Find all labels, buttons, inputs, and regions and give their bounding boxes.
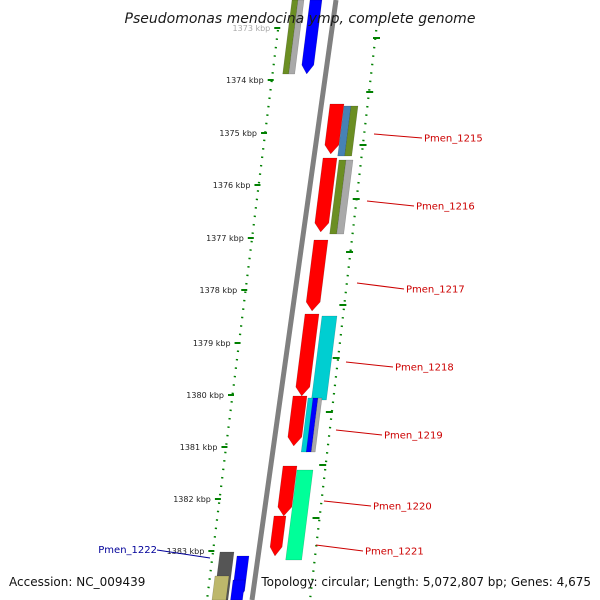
gene-arrow [287,395,308,447]
kbp-tick-label: 1381 kbp [180,443,218,452]
gene-label: Pmen_1217 [406,285,465,296]
gene-label: Pmen_1216 [416,202,475,213]
kbp-ticks: 1373 kbp 1374 kbp 1375 kbp 1376 kbp 1377 kbp… [167,24,380,556]
cog-feature [336,159,354,235]
gene-leader-line [366,200,415,207]
cog-feature [288,0,305,75]
gene-leader-line [356,282,405,290]
kbp-tick-label: 1380 kbp [186,391,224,400]
gene-leader-line [345,361,394,368]
gene-label: Pmen_1222 [98,545,157,556]
backbone-line [249,0,339,600]
gene-label: Pmen_1221 [365,547,424,558]
gene-label: Pmen_1220 [373,502,432,513]
kbp-tick-label: 1377 kbp [206,234,244,243]
gene-leader-line [156,549,211,559]
kbp-tick-label: 1379 kbp [193,339,231,348]
cog-feature [344,105,359,157]
kbp-tick-label: 1383 kbp [167,547,205,556]
gene-leader-line [315,544,364,552]
gene-features [211,0,359,600]
cog-feature [211,575,230,600]
kbp-tick-label: 1378 kbp [200,286,238,295]
gene-arrow [269,515,287,557]
gene-labels: Pmen_1215 Pmen_1216 Pmen_1217 Pmen_1218 Pmen… [98,133,483,559]
kbp-tick-label: 1373 kbp [233,24,271,33]
gene-arrow [277,465,298,517]
topology-text: Topology: circular; Length: 5,072,807 bp… [260,575,591,589]
kbp-tick-label: 1376 kbp [213,181,251,190]
cog-feature [311,315,338,401]
cog-feature [230,579,246,600]
gene-leader-line [335,429,383,436]
gene-arrow [305,239,329,312]
gene-label: Pmen_1219 [384,431,443,442]
gene-leader-line [373,133,423,139]
kbp-tick-label: 1382 kbp [173,495,211,504]
accession-text: Accession: NC_009439 [9,575,145,589]
gene-arrow [314,157,338,233]
cog-feature [285,469,314,561]
gene-leader-line [323,500,372,507]
gene-label: Pmen_1218 [395,363,454,374]
kbp-tick-label: 1374 kbp [226,76,264,85]
genome-backbone [249,0,339,600]
gene-arrow [324,103,345,155]
kbp-tick-label: 1375 kbp [219,129,257,138]
map-title: Pseudomonas mendocina ymp, complete geno… [125,11,476,27]
gene-arrow [295,313,320,397]
cog-feature [310,397,323,453]
gene-label: Pmen_1215 [424,134,483,145]
cog-feature [301,0,323,75]
